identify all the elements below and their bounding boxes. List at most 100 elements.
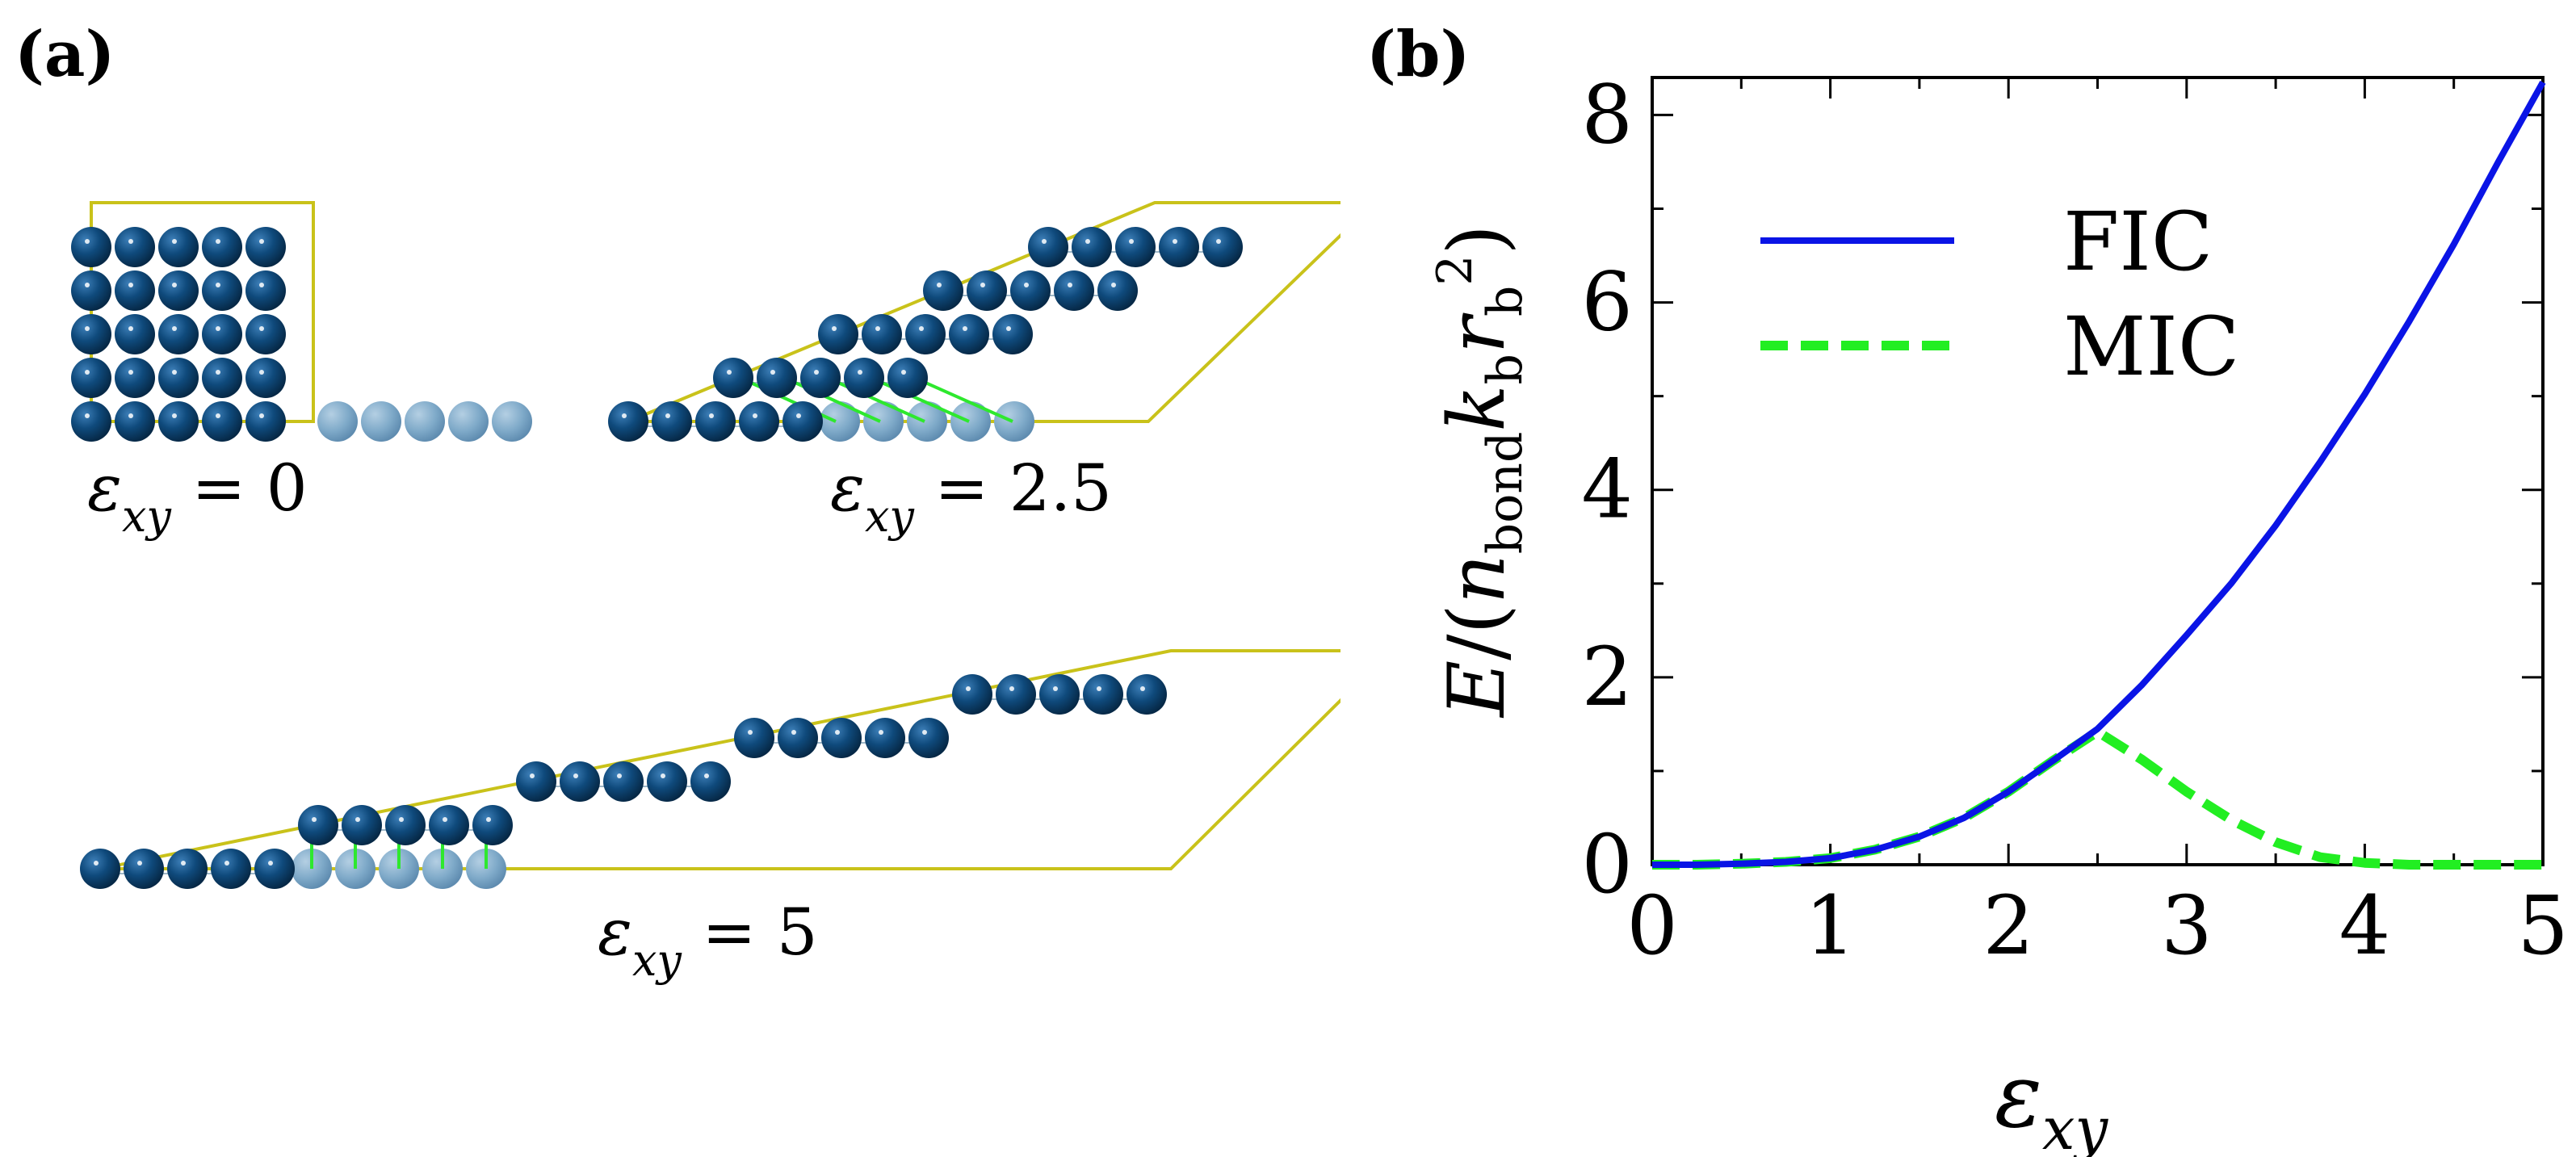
strain-label-0: εxy = 0 [87,451,308,542]
atom [385,805,426,845]
atom [992,314,1033,354]
atom-highlight [1173,239,1177,244]
atom-highlight [966,686,971,691]
panel-label-b: (b) [1366,18,1471,91]
atom [560,761,600,802]
atom [905,314,946,354]
atom [71,358,111,398]
atom [647,761,687,802]
atom [800,358,841,398]
atom-highlight [216,239,220,244]
atom-highlight [172,283,177,287]
atom [695,401,736,442]
atom-highlight [661,773,665,778]
atom-highlight [312,817,317,822]
atom [757,358,797,398]
atom [1202,227,1243,267]
config-strain-0 [71,201,532,442]
atom-highlight [922,730,927,735]
atom-highlight [224,861,229,866]
y-tick-label: 6 [1581,255,1633,350]
atom [158,227,199,267]
atom [158,270,199,311]
atom [71,314,111,354]
image-atom [820,401,860,442]
y-tick-label: 2 [1581,630,1633,724]
atom [949,314,989,354]
atom [472,805,513,845]
atom-highlight [1053,686,1058,691]
strain-equals: = [170,451,266,526]
atom-highlight [919,326,924,331]
atom-highlight [980,283,985,287]
atom-highlight [665,413,670,418]
atom [245,401,286,442]
atom-highlight [1129,239,1134,244]
atom [844,358,884,398]
atom-highlight [216,413,220,418]
atom [818,314,858,354]
atom-highlight [617,773,622,778]
atom-highlight [94,861,99,866]
atom-highlight [128,326,133,331]
atom [245,270,286,311]
x-axis-label: εxy [1995,1044,2109,1157]
atom-highlight [128,413,133,418]
strain-value: 2.5 [1009,451,1113,526]
atom [967,270,1007,311]
atom-highlight [172,326,177,331]
config-strain-5 [80,649,1340,889]
atom [342,805,382,845]
atom [202,358,242,398]
image-atom [361,401,401,442]
series-line-mic [1652,727,2543,870]
atom [1159,227,1199,267]
strain-symbol: ε [830,451,865,526]
atom-highlight [259,413,264,418]
atom [124,849,164,889]
atom-highlight [172,413,177,418]
atom-highlight [1006,326,1011,331]
atom-highlight [259,283,264,287]
atom-highlight [791,730,796,735]
atom-highlight [814,370,819,375]
atom [115,270,155,311]
image-atom [863,401,904,442]
atom-highlight [622,413,627,418]
atom [782,401,823,442]
atom-highlight [704,773,709,778]
atom [115,358,155,398]
atom [115,314,155,354]
atom-highlight [1009,686,1014,691]
atom-highlight [259,239,264,244]
atom [1072,227,1112,267]
atom [734,718,774,758]
atom-highlight [355,817,360,822]
atom [739,401,779,442]
atom [1126,674,1167,715]
atom [516,761,556,802]
atom-highlight [128,283,133,287]
image-atom [950,401,991,442]
atom-highlight [1111,283,1116,287]
atom [608,401,648,442]
atom [158,358,199,398]
image-atom [492,401,532,442]
config-strain-2p5 [608,201,1340,442]
series-line-fic [1652,80,2546,868]
y-tick-label: 8 [1581,67,1633,161]
atom [713,358,753,398]
atom-highlight [709,413,714,418]
atom-highlight [963,326,967,331]
atom-highlight [85,326,90,331]
atom [245,314,286,354]
y-axis-label: E/(nbondkbrb2) [1427,224,1533,719]
atom-highlight [85,413,90,418]
atom [908,718,949,758]
atom-highlight [172,239,177,244]
strain-equals: = [681,895,777,970]
x-tick-label: 4 [2339,878,2391,973]
strain-symbol: ε [598,895,632,970]
atom [923,270,963,311]
